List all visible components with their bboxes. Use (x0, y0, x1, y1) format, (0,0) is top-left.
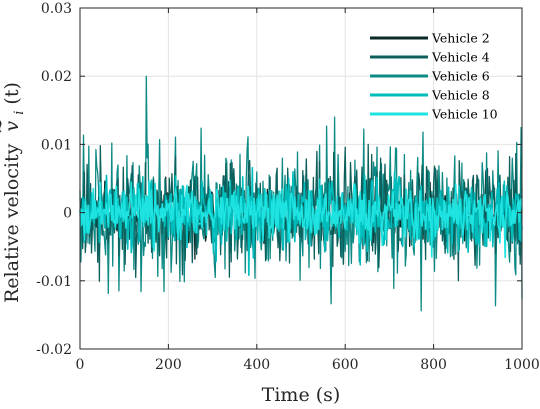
legend-label: Vehicle 6 (431, 69, 490, 84)
x-tick-label: 800 (420, 357, 447, 373)
series-group (79, 75, 523, 312)
y-axis-title-text: Relative velocity (1, 143, 23, 303)
x-axis-title: Time (s) (262, 384, 341, 406)
legend-label: Vehicle 2 (431, 31, 490, 46)
legend: Vehicle 2 Vehicle 4 Vehicle 6 Vehicle 8 Vehi… (370, 31, 498, 122)
axis-ticks: 0 200 400 600 800 1000 -0.02 -0.01 0 0.01 0.02 0.03 (36, 1, 540, 373)
x-tick-label: 400 (243, 357, 270, 373)
legend-label: Vehicle 4 (431, 50, 490, 65)
plot-frame (79, 7, 523, 350)
y-axis-math-accent: ~ (0, 118, 11, 134)
y-axis-math-symbol: v (1, 121, 23, 132)
x-tick-label: 1000 (504, 357, 540, 373)
x-tick-label: 600 (332, 357, 359, 373)
series-line-vehicle-10 (79, 180, 523, 259)
y-axis-title: Relative velocity v i (t) (1, 82, 28, 303)
y-tick-label: 0 (63, 206, 72, 222)
legend-label: Vehicle 10 (431, 107, 498, 122)
legend-label: Vehicle 8 (431, 88, 490, 103)
y-tick-label: -0.01 (36, 274, 72, 290)
y-tick-label: 0.01 (41, 137, 72, 153)
x-tick-label: 0 (76, 357, 85, 373)
y-tick-label: -0.02 (36, 342, 72, 358)
x-tick-label: 200 (155, 357, 182, 373)
y-tick-label: 0.03 (41, 1, 72, 17)
y-axis-math-argument: (t) (1, 82, 23, 104)
y-axis-math-subscript: i (12, 111, 27, 115)
y-tick-label: 0.02 (41, 69, 72, 85)
